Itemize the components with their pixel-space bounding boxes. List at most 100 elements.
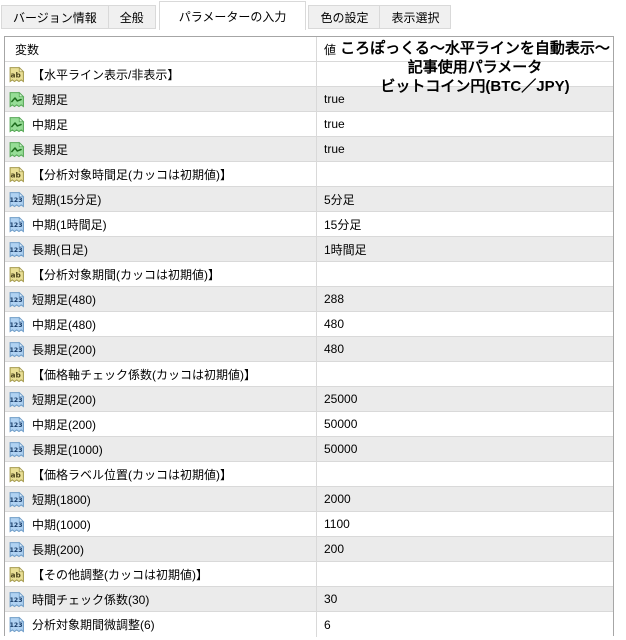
svg-text:123: 123 bbox=[10, 597, 23, 604]
table-row[interactable]: ab 【価格軸チェック係数(カッコは初期値)】 bbox=[5, 362, 613, 387]
tab-parameter-input[interactable]: パラメーターの入力 bbox=[158, 1, 307, 30]
value-cell[interactable]: 6 bbox=[324, 617, 331, 632]
parameter-label: 【水平ライン表示/非表示】 bbox=[32, 67, 180, 82]
variable-cell: ab 【水平ライン表示/非表示】 bbox=[5, 62, 317, 86]
variable-cell: 長期足 bbox=[5, 137, 317, 161]
table-row[interactable]: 123 時間チェック係数(30) 30 bbox=[5, 587, 613, 612]
svg-text:123: 123 bbox=[10, 397, 23, 404]
value-cell[interactable]: 1時間足 bbox=[324, 242, 367, 257]
string-ab-icon: ab bbox=[8, 66, 25, 83]
table-row[interactable]: ab 【分析対象期間(カッコは初期値)】 bbox=[5, 262, 613, 287]
tab-general[interactable]: 全般 bbox=[107, 5, 156, 29]
svg-text:ab: ab bbox=[10, 370, 20, 379]
table-row[interactable]: ab 【分析対象時間足(カッコは初期値)】 bbox=[5, 162, 613, 187]
string-ab-icon: ab bbox=[8, 566, 25, 583]
svg-text:123: 123 bbox=[10, 222, 23, 229]
variable-cell: 123 長期足(1000) bbox=[5, 437, 317, 461]
value-cell[interactable]: 1100 bbox=[324, 517, 350, 531]
variable-cell: ab 【その他調整(カッコは初期値)】 bbox=[5, 562, 317, 586]
table-row[interactable]: 中期足 true bbox=[5, 112, 613, 137]
variable-cell: 123 時間チェック係数(30) bbox=[5, 587, 317, 611]
value-cell[interactable] bbox=[317, 62, 613, 86]
variable-cell: 123 中期(1000) bbox=[5, 512, 317, 536]
integer-123-icon: 123 bbox=[8, 391, 25, 408]
table-row[interactable]: 123 長期(200) 200 bbox=[5, 537, 613, 562]
value-cell[interactable]: true bbox=[324, 142, 345, 156]
integer-123-icon: 123 bbox=[8, 216, 25, 233]
value-cell[interactable]: 5分足 bbox=[324, 192, 355, 207]
integer-123-icon: 123 bbox=[8, 541, 25, 558]
parameter-label: 【価格ラベル位置(カッコは初期値)】 bbox=[32, 467, 232, 482]
parameter-label: 【分析対象期間(カッコは初期値)】 bbox=[32, 267, 220, 282]
value-cell[interactable]: 480 bbox=[324, 342, 345, 356]
tab-color-settings[interactable]: 色の設定 bbox=[308, 5, 381, 29]
variable-cell: 123 短期足(480) bbox=[5, 287, 317, 311]
table-row[interactable]: ab 【価格ラベル位置(カッコは初期値)】 bbox=[5, 462, 613, 487]
table-row[interactable]: 123 短期足(200) 25000 bbox=[5, 387, 613, 412]
value-cell[interactable] bbox=[317, 262, 613, 286]
svg-text:ab: ab bbox=[10, 470, 20, 479]
string-ab-icon: ab bbox=[8, 466, 25, 483]
table-row[interactable]: ab 【水平ライン表示/非表示】 bbox=[5, 62, 613, 87]
variable-cell: 123 長期(200) bbox=[5, 537, 317, 561]
svg-text:123: 123 bbox=[10, 547, 23, 554]
variable-cell: 123 中期足(200) bbox=[5, 412, 317, 436]
svg-text:ab: ab bbox=[10, 570, 20, 579]
table-row[interactable]: 長期足 true bbox=[5, 137, 613, 162]
value-cell[interactable]: 50000 bbox=[324, 417, 358, 431]
variable-cell: 123 短期(1800) bbox=[5, 487, 317, 511]
value-cell[interactable]: 288 bbox=[324, 292, 345, 306]
tab-version-info[interactable]: バージョン情報 bbox=[1, 5, 109, 29]
table-row[interactable]: 123 長期足(1000) 50000 bbox=[5, 437, 613, 462]
value-cell[interactable] bbox=[317, 562, 613, 586]
svg-text:ab: ab bbox=[10, 170, 20, 179]
value-cell[interactable]: 200 bbox=[324, 542, 345, 556]
table-row[interactable]: 短期足 true bbox=[5, 87, 613, 112]
svg-text:123: 123 bbox=[10, 322, 23, 329]
integer-123-icon: 123 bbox=[8, 341, 25, 358]
table-row[interactable]: 123 中期足(480) 480 bbox=[5, 312, 613, 337]
table-row[interactable]: 123 中期(1000) 1100 bbox=[5, 512, 613, 537]
table-row[interactable]: 123 中期足(200) 50000 bbox=[5, 412, 613, 437]
value-cell[interactable]: 25000 bbox=[324, 392, 358, 406]
value-cell[interactable] bbox=[317, 162, 613, 186]
variable-cell: 短期足 bbox=[5, 87, 317, 111]
parameter-label: 時間チェック係数(30) bbox=[32, 592, 150, 607]
string-ab-icon: ab bbox=[8, 266, 25, 283]
value-cell[interactable] bbox=[317, 362, 613, 386]
parameter-label: 中期(1時間足) bbox=[32, 217, 107, 232]
integer-123-icon: 123 bbox=[8, 491, 25, 508]
parameter-label: 長期(日足) bbox=[32, 242, 88, 257]
parameter-label: 短期(15分足) bbox=[32, 192, 102, 207]
value-cell[interactable]: true bbox=[324, 92, 345, 106]
integer-123-icon: 123 bbox=[8, 591, 25, 608]
parameters-table: 変数 値 ab 【水平ライン表示/非表示】 短期足 true 中期足 true … bbox=[4, 36, 614, 637]
svg-text:123: 123 bbox=[10, 522, 23, 529]
value-cell[interactable]: 15分足 bbox=[324, 217, 362, 232]
table-row[interactable]: 123 短期(15分足) 5分足 bbox=[5, 187, 613, 212]
string-ab-icon: ab bbox=[8, 366, 25, 383]
variable-cell: 123 中期足(480) bbox=[5, 312, 317, 336]
bool-line-chart-icon bbox=[8, 116, 25, 133]
table-row[interactable]: 123 短期足(480) 288 bbox=[5, 287, 613, 312]
string-ab-icon: ab bbox=[8, 166, 25, 183]
parameter-label: 短期足(200) bbox=[32, 392, 97, 407]
tab-display-selection[interactable]: 表示選択 bbox=[379, 5, 452, 29]
variable-cell: ab 【価格軸チェック係数(カッコは初期値)】 bbox=[5, 362, 317, 386]
value-cell[interactable]: 30 bbox=[324, 592, 338, 606]
table-row[interactable]: 123 長期(日足) 1時間足 bbox=[5, 237, 613, 262]
table-row[interactable]: 123 中期(1時間足) 15分足 bbox=[5, 212, 613, 237]
parameter-label: 長期足 bbox=[32, 142, 69, 157]
table-row[interactable]: 123 分析対象期間微調整(6) 6 bbox=[5, 612, 613, 637]
value-cell[interactable]: true bbox=[324, 117, 345, 131]
value-cell[interactable]: 50000 bbox=[324, 442, 358, 456]
value-cell[interactable]: 480 bbox=[324, 317, 345, 331]
table-row[interactable]: ab 【その他調整(カッコは初期値)】 bbox=[5, 562, 613, 587]
value-cell[interactable] bbox=[317, 462, 613, 486]
bool-line-chart-icon bbox=[8, 91, 25, 108]
table-row[interactable]: 123 長期足(200) 480 bbox=[5, 337, 613, 362]
value-cell[interactable]: 2000 bbox=[324, 492, 351, 506]
variable-cell: 中期足 bbox=[5, 112, 317, 136]
table-row[interactable]: 123 短期(1800) 2000 bbox=[5, 487, 613, 512]
